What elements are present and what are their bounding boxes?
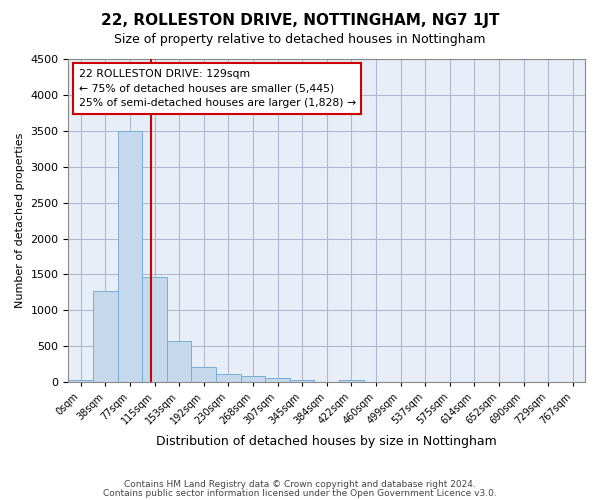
Bar [68,380,93,382]
Bar [142,278,167,382]
Text: Contains HM Land Registry data © Crown copyright and database right 2024.: Contains HM Land Registry data © Crown c… [124,480,476,489]
Y-axis label: Number of detached properties: Number of detached properties [15,133,25,308]
Text: 22 ROLLESTON DRIVE: 129sqm
← 75% of detached houses are smaller (5,445)
25% of s: 22 ROLLESTON DRIVE: 129sqm ← 75% of deta… [79,68,356,108]
Bar [191,367,216,382]
Text: 22, ROLLESTON DRIVE, NOTTINGHAM, NG7 1JT: 22, ROLLESTON DRIVE, NOTTINGHAM, NG7 1JT [101,12,499,28]
Bar [216,374,241,382]
Text: Contains public sector information licensed under the Open Government Licence v3: Contains public sector information licen… [103,489,497,498]
Bar [265,378,290,382]
Bar [93,291,118,382]
Bar [290,380,314,382]
Bar [167,341,191,382]
X-axis label: Distribution of detached houses by size in Nottingham: Distribution of detached houses by size … [157,434,497,448]
Bar [339,380,364,382]
Text: Size of property relative to detached houses in Nottingham: Size of property relative to detached ho… [114,32,486,46]
Bar [118,131,142,382]
Bar [241,376,265,382]
